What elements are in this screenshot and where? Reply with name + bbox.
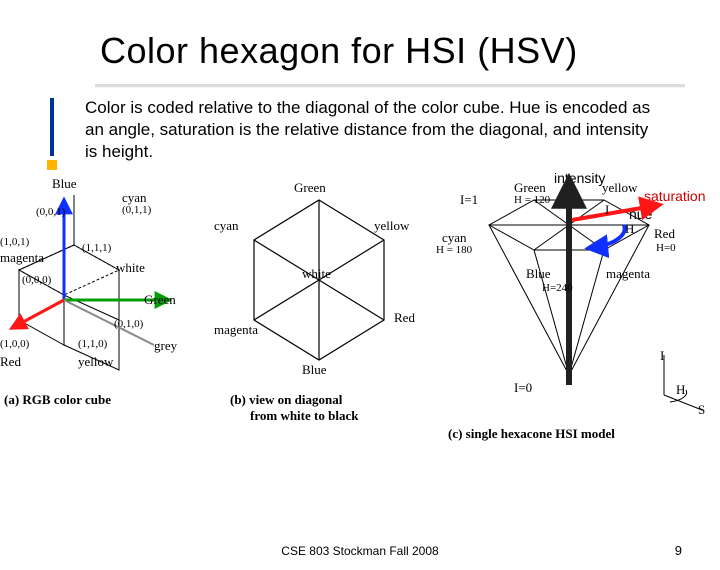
lbl-blue-coord: (0,0,1) [36, 206, 65, 218]
accent-bar [50, 98, 54, 156]
cn-h240: H=240 [542, 282, 573, 294]
lbl-cyan-coord: (0,1,1) [122, 204, 151, 216]
slide-footer: CSE 803 Stockman Fall 2008 [0, 544, 720, 558]
slide-title: Color hexagon for HSI (HSV) [100, 30, 720, 72]
accent-dot [47, 160, 57, 170]
cn-blue: Blue [526, 266, 551, 282]
lbl-white: white [116, 260, 145, 276]
cn-axis-H: H [676, 382, 685, 398]
cn-I1: I=1 [460, 192, 478, 208]
lbl-black-coord: (0,0,0) [22, 274, 51, 286]
cn-I0: I=0 [514, 380, 532, 396]
cube-caption: (a) RGB color cube [4, 392, 111, 408]
hx-blue: Blue [302, 362, 327, 378]
cn-h180: H = 180 [436, 244, 472, 256]
hex-caption2: from white to black [250, 408, 358, 424]
hx-cyan: cyan [214, 218, 239, 234]
lbl-mag: magenta [0, 250, 44, 266]
cn-I: I [605, 202, 609, 218]
cn-H: H [625, 221, 634, 237]
hx-green: Green [294, 180, 326, 196]
hex-caption1: (b) view on diagonal [230, 392, 342, 408]
cn-axis-I: I [660, 348, 664, 364]
cn-yellow: yellow [602, 180, 637, 196]
cn-mag: magenta [606, 266, 650, 282]
cn-h0: H=0 [656, 242, 676, 254]
cone-caption: (c) single hexacone HSI model [448, 426, 615, 442]
hx-yellow: yellow [374, 218, 409, 234]
lbl-yellow-coord: (1,1,0) [78, 338, 107, 350]
hx-mag: magenta [214, 322, 258, 338]
page-number: 9 [675, 543, 682, 558]
lbl-yellow: yellow [78, 354, 113, 370]
cn-axis-S: S [698, 402, 705, 418]
lead-paragraph: Color is coded relative to the diagonal … [85, 97, 660, 162]
lbl-blue: Blue [52, 176, 77, 192]
lbl-white-coord: (1,1,1) [82, 242, 111, 254]
lbl-red: Red [0, 354, 21, 370]
hx-red: Red [394, 310, 415, 326]
lbl-green: Green [144, 292, 176, 308]
hx-white: white [302, 266, 331, 282]
lbl-red-coord: (1,0,0) [0, 338, 29, 350]
cn-h120: H = 120 [514, 194, 550, 206]
figure-area: intensity saturation hue [4, 170, 716, 470]
lbl-green-coord: (0,1,0) [114, 318, 143, 330]
lbl-grey: grey [154, 338, 177, 354]
title-rule [95, 84, 685, 87]
hexacone-svg [424, 170, 720, 440]
cn-red: Red [654, 226, 675, 242]
lbl-mag-coord: (1,0,1) [0, 236, 29, 248]
title-block: Color hexagon for HSI (HSV) [30, 30, 720, 87]
